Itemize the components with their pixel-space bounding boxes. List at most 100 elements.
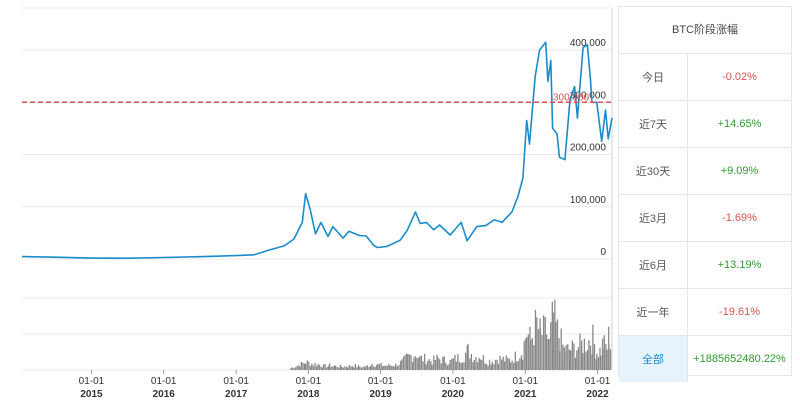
volume-bar xyxy=(360,367,363,370)
volume-bar xyxy=(354,364,357,370)
volume-bar xyxy=(454,354,456,370)
stat-period-label: 今日 xyxy=(619,54,688,100)
volume-bar xyxy=(531,337,533,370)
volume-bar xyxy=(517,361,519,370)
volume-bar xyxy=(606,349,608,370)
volume-bar xyxy=(431,364,433,370)
volume-bar xyxy=(345,366,348,370)
volume-bar xyxy=(357,365,360,370)
volume-bar xyxy=(290,368,292,370)
volume-bar xyxy=(324,364,326,370)
volume-bar xyxy=(565,345,567,370)
volume-bar xyxy=(446,365,449,370)
volume-bar xyxy=(414,356,417,370)
volume-bar xyxy=(303,363,306,370)
volume-bar xyxy=(378,364,381,370)
volume-bar xyxy=(398,364,400,370)
stats-rows: 今日 -0.02% 近7天 +14.65% 近30天 +9.09% 近3月 -1.69% 近6月… xyxy=(619,54,791,382)
volume-bar xyxy=(374,366,376,370)
volume-bar xyxy=(308,361,310,370)
volume-bar xyxy=(382,366,384,370)
volume-bar xyxy=(551,301,553,370)
volume-bar xyxy=(336,367,338,370)
stat-change-value: +1885652480.22% xyxy=(693,353,786,365)
volume-bar xyxy=(609,349,612,370)
volume-bar xyxy=(583,338,586,370)
volume-bar xyxy=(585,351,587,370)
volume-bar xyxy=(407,353,409,370)
volume-bar xyxy=(408,354,411,370)
volume-bar xyxy=(466,345,468,370)
volume-bar xyxy=(527,334,530,370)
volume-bar xyxy=(487,365,489,370)
volume-bar xyxy=(439,359,441,370)
volume-bar xyxy=(485,363,488,370)
volume-bar xyxy=(478,358,480,370)
volume-bar xyxy=(385,365,387,370)
volume-bar xyxy=(296,365,298,370)
volume-bar xyxy=(368,366,370,370)
volume-bar xyxy=(419,356,421,370)
volume-bar xyxy=(545,334,548,370)
volume-bar xyxy=(455,361,457,370)
volume-bar xyxy=(589,345,592,370)
x-tick-year: 2022 xyxy=(586,389,609,400)
stat-row[interactable]: 近3月 -1.69% xyxy=(619,195,791,242)
volume-bar xyxy=(362,366,364,370)
volume-bar xyxy=(320,366,322,370)
volume-bar xyxy=(309,366,312,370)
volume-bar xyxy=(563,352,566,370)
volume-bar xyxy=(542,315,545,370)
volume-bar xyxy=(514,351,516,370)
stat-period-label: 近一年 xyxy=(619,289,688,335)
volume-bar xyxy=(464,352,467,370)
volume-bar xyxy=(305,363,307,370)
volume-bar xyxy=(327,365,329,370)
y-tick-label: 100,000 xyxy=(570,195,607,206)
stat-row[interactable]: 近一年 -19.61% xyxy=(619,289,791,336)
stat-period-label: 近3月 xyxy=(619,195,688,241)
volume-bar xyxy=(552,312,554,370)
volume-bar xyxy=(472,362,474,370)
volume-bar xyxy=(351,366,354,370)
stat-row[interactable]: 今日 -0.02% xyxy=(619,54,791,101)
y-tick-label: 200,000 xyxy=(570,143,607,154)
volume-bar xyxy=(502,356,504,370)
volume-bar xyxy=(411,362,414,370)
volume-bar xyxy=(597,357,600,370)
volume-bar xyxy=(341,366,343,370)
volume-bar xyxy=(434,359,436,370)
volume-bar xyxy=(401,359,403,370)
x-tick-year: 2018 xyxy=(297,389,320,400)
volume-bar xyxy=(377,363,379,370)
volume-bar xyxy=(461,362,464,370)
x-tick-year: 2021 xyxy=(514,389,537,400)
volume-bar xyxy=(314,362,316,370)
stat-row[interactable]: 近7天 +14.65% xyxy=(619,101,791,148)
volume-bar xyxy=(388,363,390,370)
volume-bar xyxy=(555,322,557,370)
volume-bar xyxy=(420,355,423,370)
volume-bar xyxy=(426,360,429,370)
volume-bar xyxy=(300,361,302,370)
x-tick-year: 2020 xyxy=(442,389,465,400)
volume-bar xyxy=(299,367,301,370)
x-tick-label: 01-01 xyxy=(296,376,322,387)
stat-row[interactable]: 全部 +1885652480.22% xyxy=(619,336,791,382)
stat-change-value: -1.69% xyxy=(722,212,757,224)
volume-bar xyxy=(369,365,372,370)
stats-panel: BTC阶段涨幅 今日 -0.02% 近7天 +14.65% 近30天 +9.09% 近3月 -… xyxy=(618,6,792,382)
volume-bar xyxy=(294,367,297,370)
stat-row[interactable]: 近30天 +9.09% xyxy=(619,148,791,195)
volume-bar xyxy=(418,357,420,370)
volume-bar xyxy=(298,365,300,370)
price-chart: 0 100,000 200,000 300,000 400,000 300,000 01-0… xyxy=(21,7,613,400)
stat-row[interactable]: 近6月 +13.19% xyxy=(619,242,791,289)
volume-bar xyxy=(338,367,340,370)
price-line xyxy=(21,41,613,259)
volume-bar xyxy=(571,340,573,370)
volume-bar xyxy=(599,347,601,370)
volume-bar xyxy=(547,339,549,370)
volume-bar xyxy=(359,366,361,370)
volume-bar xyxy=(582,353,584,370)
